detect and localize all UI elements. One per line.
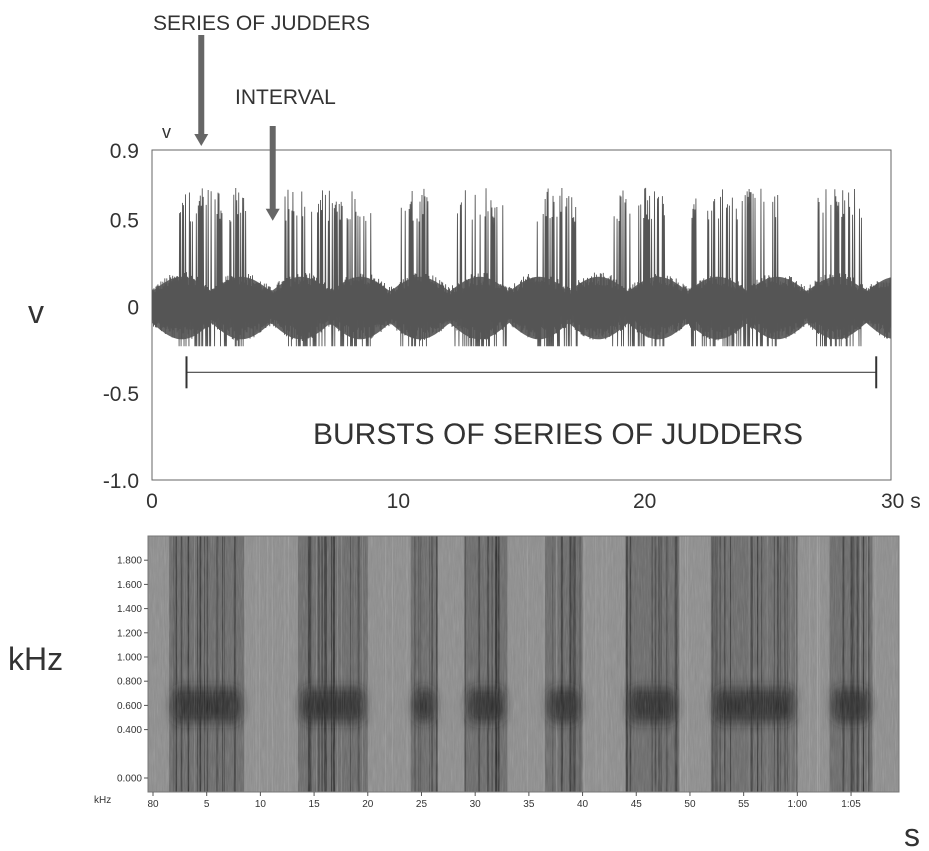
waveform-y-tick-label-0: 0.9 xyxy=(110,140,139,163)
spectrogram-plot xyxy=(148,536,899,792)
spectrogram-y-tick-label-7: 0.400 xyxy=(117,725,142,736)
spectrogram-x-tick-label-4: 20 xyxy=(362,799,374,810)
spectrogram-x-tick-label-11: 55 xyxy=(738,799,750,810)
spectrogram-x-tick-label-0: 80 xyxy=(147,799,159,810)
annotation-series-of-judders-label: SERIES OF JUDDERS xyxy=(153,12,370,35)
spectrogram-axis-unit-label: kHz xyxy=(94,795,111,806)
waveform-trace-layer xyxy=(152,187,891,347)
spectrogram-y-tick-label-6: 0.600 xyxy=(117,701,142,712)
spectrogram-x-tick-label-10: 50 xyxy=(684,799,696,810)
waveform-chart: 0.9 0.5 0 -0.5 -1.0 0 10 20 30 s v v SERIES OF … xyxy=(28,12,921,513)
waveform-y-tick-label-1: 0.5 xyxy=(110,209,139,232)
arrow-interval-head xyxy=(265,208,280,221)
annotation-interval-arrow xyxy=(265,126,280,221)
spectrogram-y-tick-label-2: 1.400 xyxy=(117,604,142,615)
annotation-series-of-judders-arrow xyxy=(194,35,209,146)
spectrogram-y-tick-label-5: 0.800 xyxy=(117,677,142,688)
annotation-interval-label: INTERVAL xyxy=(235,86,336,109)
waveform-axis-unit-label: v xyxy=(162,122,171,142)
annotation-series-of-judders: SERIES OF JUDDERS xyxy=(153,12,370,146)
spectrogram-y-tick-label-4: 1.000 xyxy=(117,653,142,664)
waveform-y-tick-label-2: 0 xyxy=(127,296,139,319)
waveform-y-axis-label: v xyxy=(28,294,44,330)
spectrogram-x-axis-label: s xyxy=(904,817,920,851)
annotation-bursts-label: BURSTS OF SERIES OF JUDDERS xyxy=(313,418,803,451)
annotation-bursts-bracket: BURSTS OF SERIES OF JUDDERS xyxy=(185,356,878,451)
waveform-x-tick-label-2: 20 xyxy=(633,490,656,513)
spectrogram-x-tick-label-12: 1:00 xyxy=(788,799,808,810)
spectrogram-x-tick-label-2: 10 xyxy=(255,799,267,810)
spectrogram-x-tick-label-9: 45 xyxy=(631,799,643,810)
waveform-x-ticks: 0 10 20 30 s xyxy=(146,490,921,513)
waveform-envelope xyxy=(152,276,891,340)
spectrogram-x-tick-label-7: 35 xyxy=(523,799,535,810)
spectrogram-x-tick-label-3: 15 xyxy=(309,799,321,810)
spectrogram-x-ticks: 80 5 10 15 20 25 30 35 40 45 50 55 1:00 1:05 xyxy=(147,792,861,810)
waveform-x-tick-label-3: 30 s xyxy=(881,490,921,513)
spectrogram-y-tick-label-1: 1.600 xyxy=(117,580,142,591)
annotation-interval: INTERVAL xyxy=(235,86,336,221)
arrow-judders-head xyxy=(194,134,209,146)
waveform-y-tick-label-4: -1.0 xyxy=(103,470,139,493)
spectrogram-x-tick-label-6: 30 xyxy=(470,799,482,810)
spectrogram-y-axis-label: kHz xyxy=(8,641,63,677)
spectrogram-y-tick-label-0: 1.800 xyxy=(117,556,142,567)
waveform-y-ticks: 0.9 0.5 0 -0.5 -1.0 xyxy=(103,140,139,493)
waveform-x-tick-label-0: 0 xyxy=(146,490,158,513)
waveform-x-tick-label-1: 10 xyxy=(387,490,410,513)
spectrogram-y-tick-label-8: 0.000 xyxy=(117,774,142,785)
spectrogram-x-tick-label-1: 5 xyxy=(204,799,210,810)
spectrogram-y-tick-label-3: 1.200 xyxy=(117,628,142,639)
spectrogram-chart: kHz 1.800 1.600 1.400 1.200 1.000 0.800 0.600 0… xyxy=(8,535,920,851)
waveform-y-tick-label-3: -0.5 xyxy=(103,383,139,406)
spectrogram-noise-texture xyxy=(148,536,899,792)
bursts-range-bracket xyxy=(185,356,878,389)
spectrogram-frame xyxy=(147,535,900,793)
spectrogram-x-tick-label-13: 1:05 xyxy=(841,799,861,810)
spectrogram-x-tick-label-8: 40 xyxy=(577,799,589,810)
spectrogram-x-tick-label-5: 25 xyxy=(416,799,428,810)
spectrogram-y-ticks: 1.800 1.600 1.400 1.200 1.000 0.800 0.600 0.400… xyxy=(117,556,148,785)
